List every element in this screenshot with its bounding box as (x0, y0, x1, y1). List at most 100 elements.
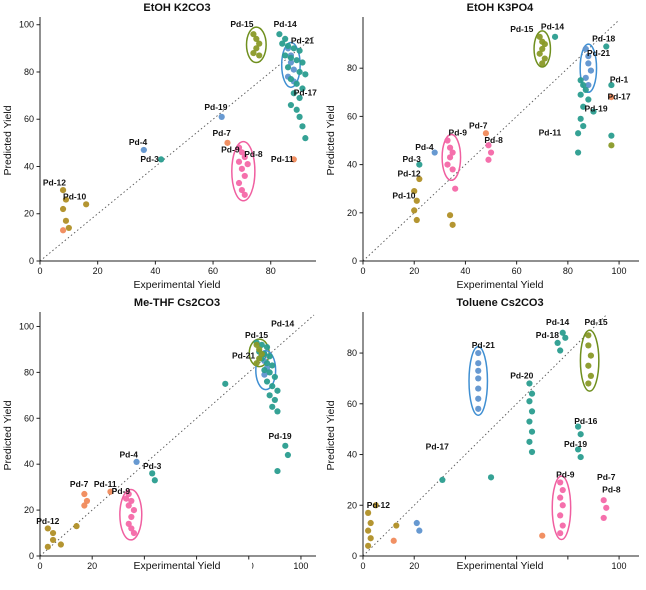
y-axis-label: Predicted Yield (325, 400, 337, 470)
point-annotation-pd-7: Pd-7 (212, 128, 231, 138)
scatter-point-teal-group (580, 122, 587, 130)
scatter-point-green-group (539, 45, 546, 53)
scatter-point-green-group (253, 35, 260, 43)
point-annotation-pd-19: Pd-19 (564, 439, 587, 449)
point-annotation-pd-15: Pd-15 (510, 24, 533, 34)
scatter-point-green-group (253, 341, 260, 348)
scatter-point-pink-group (600, 514, 607, 522)
scatter-point-olive-group (413, 197, 420, 204)
scatter-point-olive-group (446, 212, 454, 219)
scatter-point-teal-group (271, 373, 278, 381)
y-tick-label: 100 (19, 321, 34, 331)
scatter-point-blue-group (585, 53, 592, 60)
scatter-point-olive-group (65, 224, 72, 232)
scatter-point-pink-group (559, 486, 566, 494)
scatter-point-teal-group (585, 96, 592, 103)
scatter-point-blue-group (133, 458, 140, 465)
point-annotation-pd-16: Pd-16 (574, 416, 597, 426)
scatter-point-pink-group (241, 153, 248, 161)
x-axis-label: Experimental Yield (134, 560, 221, 572)
scatter-point-blue-group (140, 146, 147, 154)
scatter-point-orange-group (81, 490, 88, 498)
point-annotation-pd-7: Pd-7 (597, 472, 616, 482)
scatter-point-orange-group (83, 497, 91, 505)
scatter-point-green-group (587, 372, 595, 379)
scatter-point-teal-group (293, 80, 300, 87)
scatter-point-teal-group (296, 94, 303, 102)
diagonal-parity-line (362, 314, 607, 557)
point-annotation-pd-15: Pd-15 (230, 19, 253, 29)
scatter-point-olive-group (365, 527, 372, 534)
scatter-point-green-group (536, 33, 543, 40)
y-axis-label: Predicted Yield (2, 105, 14, 175)
point-annotation-pd-4: Pd-4 (129, 137, 148, 147)
scatter-point-pink-group (446, 144, 454, 151)
scatter-point-teal-group (266, 369, 273, 376)
point-annotation-pd-3: Pd-3 (143, 461, 162, 471)
scatter-point-teal-group (487, 474, 495, 481)
y-axis-label: Predicted Yield (2, 400, 14, 470)
point-annotation-pd-17: Pd-17 (607, 92, 630, 102)
scatter-point-green-group (539, 60, 546, 67)
y-tick-label: 80 (347, 63, 357, 73)
scatter-point-teal-group (287, 75, 295, 83)
xlabel-backdrop (425, 560, 575, 571)
scatter-point-teal-group (551, 33, 559, 40)
y-tick-label: 20 (347, 500, 357, 510)
chart-title: EtOH K2CO3 (143, 2, 210, 14)
scatter-point-olive-group (83, 201, 90, 208)
scatter-point-teal-group (269, 362, 276, 369)
scatter-point-teal-group (299, 85, 306, 92)
point-annotation-pd-14: Pd-14 (546, 317, 569, 327)
scatter-point-olive-group (367, 519, 374, 527)
scatter-point-teal-group (266, 353, 273, 360)
scatter-point-teal-group (261, 366, 268, 374)
scatter-point-teal-group (526, 418, 533, 425)
scatter-point-blue-group (587, 67, 595, 74)
scatter-point-pink-group (487, 149, 495, 156)
highlight-ellipse (579, 329, 600, 392)
scatter-point-orange-group (390, 537, 397, 544)
point-annotation-pd-19: Pd-19 (584, 104, 607, 114)
chart-svg: 0 20 40 60 80 100 0 20 40 60 80 Experimental Yield P… (325, 2, 639, 291)
scatter-point-teal-group (528, 428, 536, 435)
scatter-point-blue-group (475, 385, 482, 392)
scatter-point-pink-group (128, 513, 135, 521)
point-annotation-pd-21: Pd-21 (472, 340, 495, 350)
scatter-point-blue-group (261, 371, 268, 378)
y-tick-label: 60 (24, 413, 34, 423)
scatter-point-pink-group (600, 497, 607, 504)
scatter-point-olive-group (393, 522, 400, 529)
scatter-point-teal-group (582, 86, 589, 93)
scatter-point-teal-group (554, 339, 561, 347)
highlight-ellipse (245, 26, 267, 64)
scatter-point-teal-group (302, 135, 309, 142)
scatter-point-olive-group (49, 529, 57, 537)
scatter-point-teal-group (528, 408, 536, 415)
chart-svg: 0 20 40 60 80 0 20 40 60 80 100 Experimental Yield P… (2, 2, 317, 291)
point-annotation-pd-10: Pd-10 (392, 190, 415, 200)
scatter-point-blue-group (475, 360, 482, 367)
y-axis-label: Predicted Yield (325, 105, 337, 175)
scatter-point-pink-group (235, 144, 243, 151)
y-tick-label: 20 (24, 209, 34, 219)
scatter-point-blue-group (475, 367, 482, 374)
scatter-point-blue-group (287, 59, 295, 66)
scatter-point-teal-group (526, 438, 533, 445)
scatter-point-green-group (258, 350, 265, 358)
scatter-point-orange-group (608, 94, 615, 101)
scatter-point-pink-group (125, 490, 132, 498)
chart-title: Me-THF Cs2CO3 (134, 297, 220, 309)
scatter-point-teal-group (258, 341, 265, 348)
scatter-point-olive-group (416, 175, 423, 183)
y-tick-label: 60 (347, 111, 357, 121)
point-annotation-pd-7: Pd-7 (70, 479, 89, 489)
point-annotation-pd-15: Pd-15 (245, 330, 268, 340)
scatter-point-teal-group (263, 360, 271, 367)
point-annotation-pd-9: Pd-9 (449, 128, 468, 138)
y-tick-label: 40 (24, 459, 34, 469)
scatter-point-teal-group (562, 334, 569, 341)
x-tick-label: 0 (37, 561, 42, 571)
y-tick-label: 80 (24, 367, 34, 377)
scatter-point-teal-group (580, 81, 587, 89)
